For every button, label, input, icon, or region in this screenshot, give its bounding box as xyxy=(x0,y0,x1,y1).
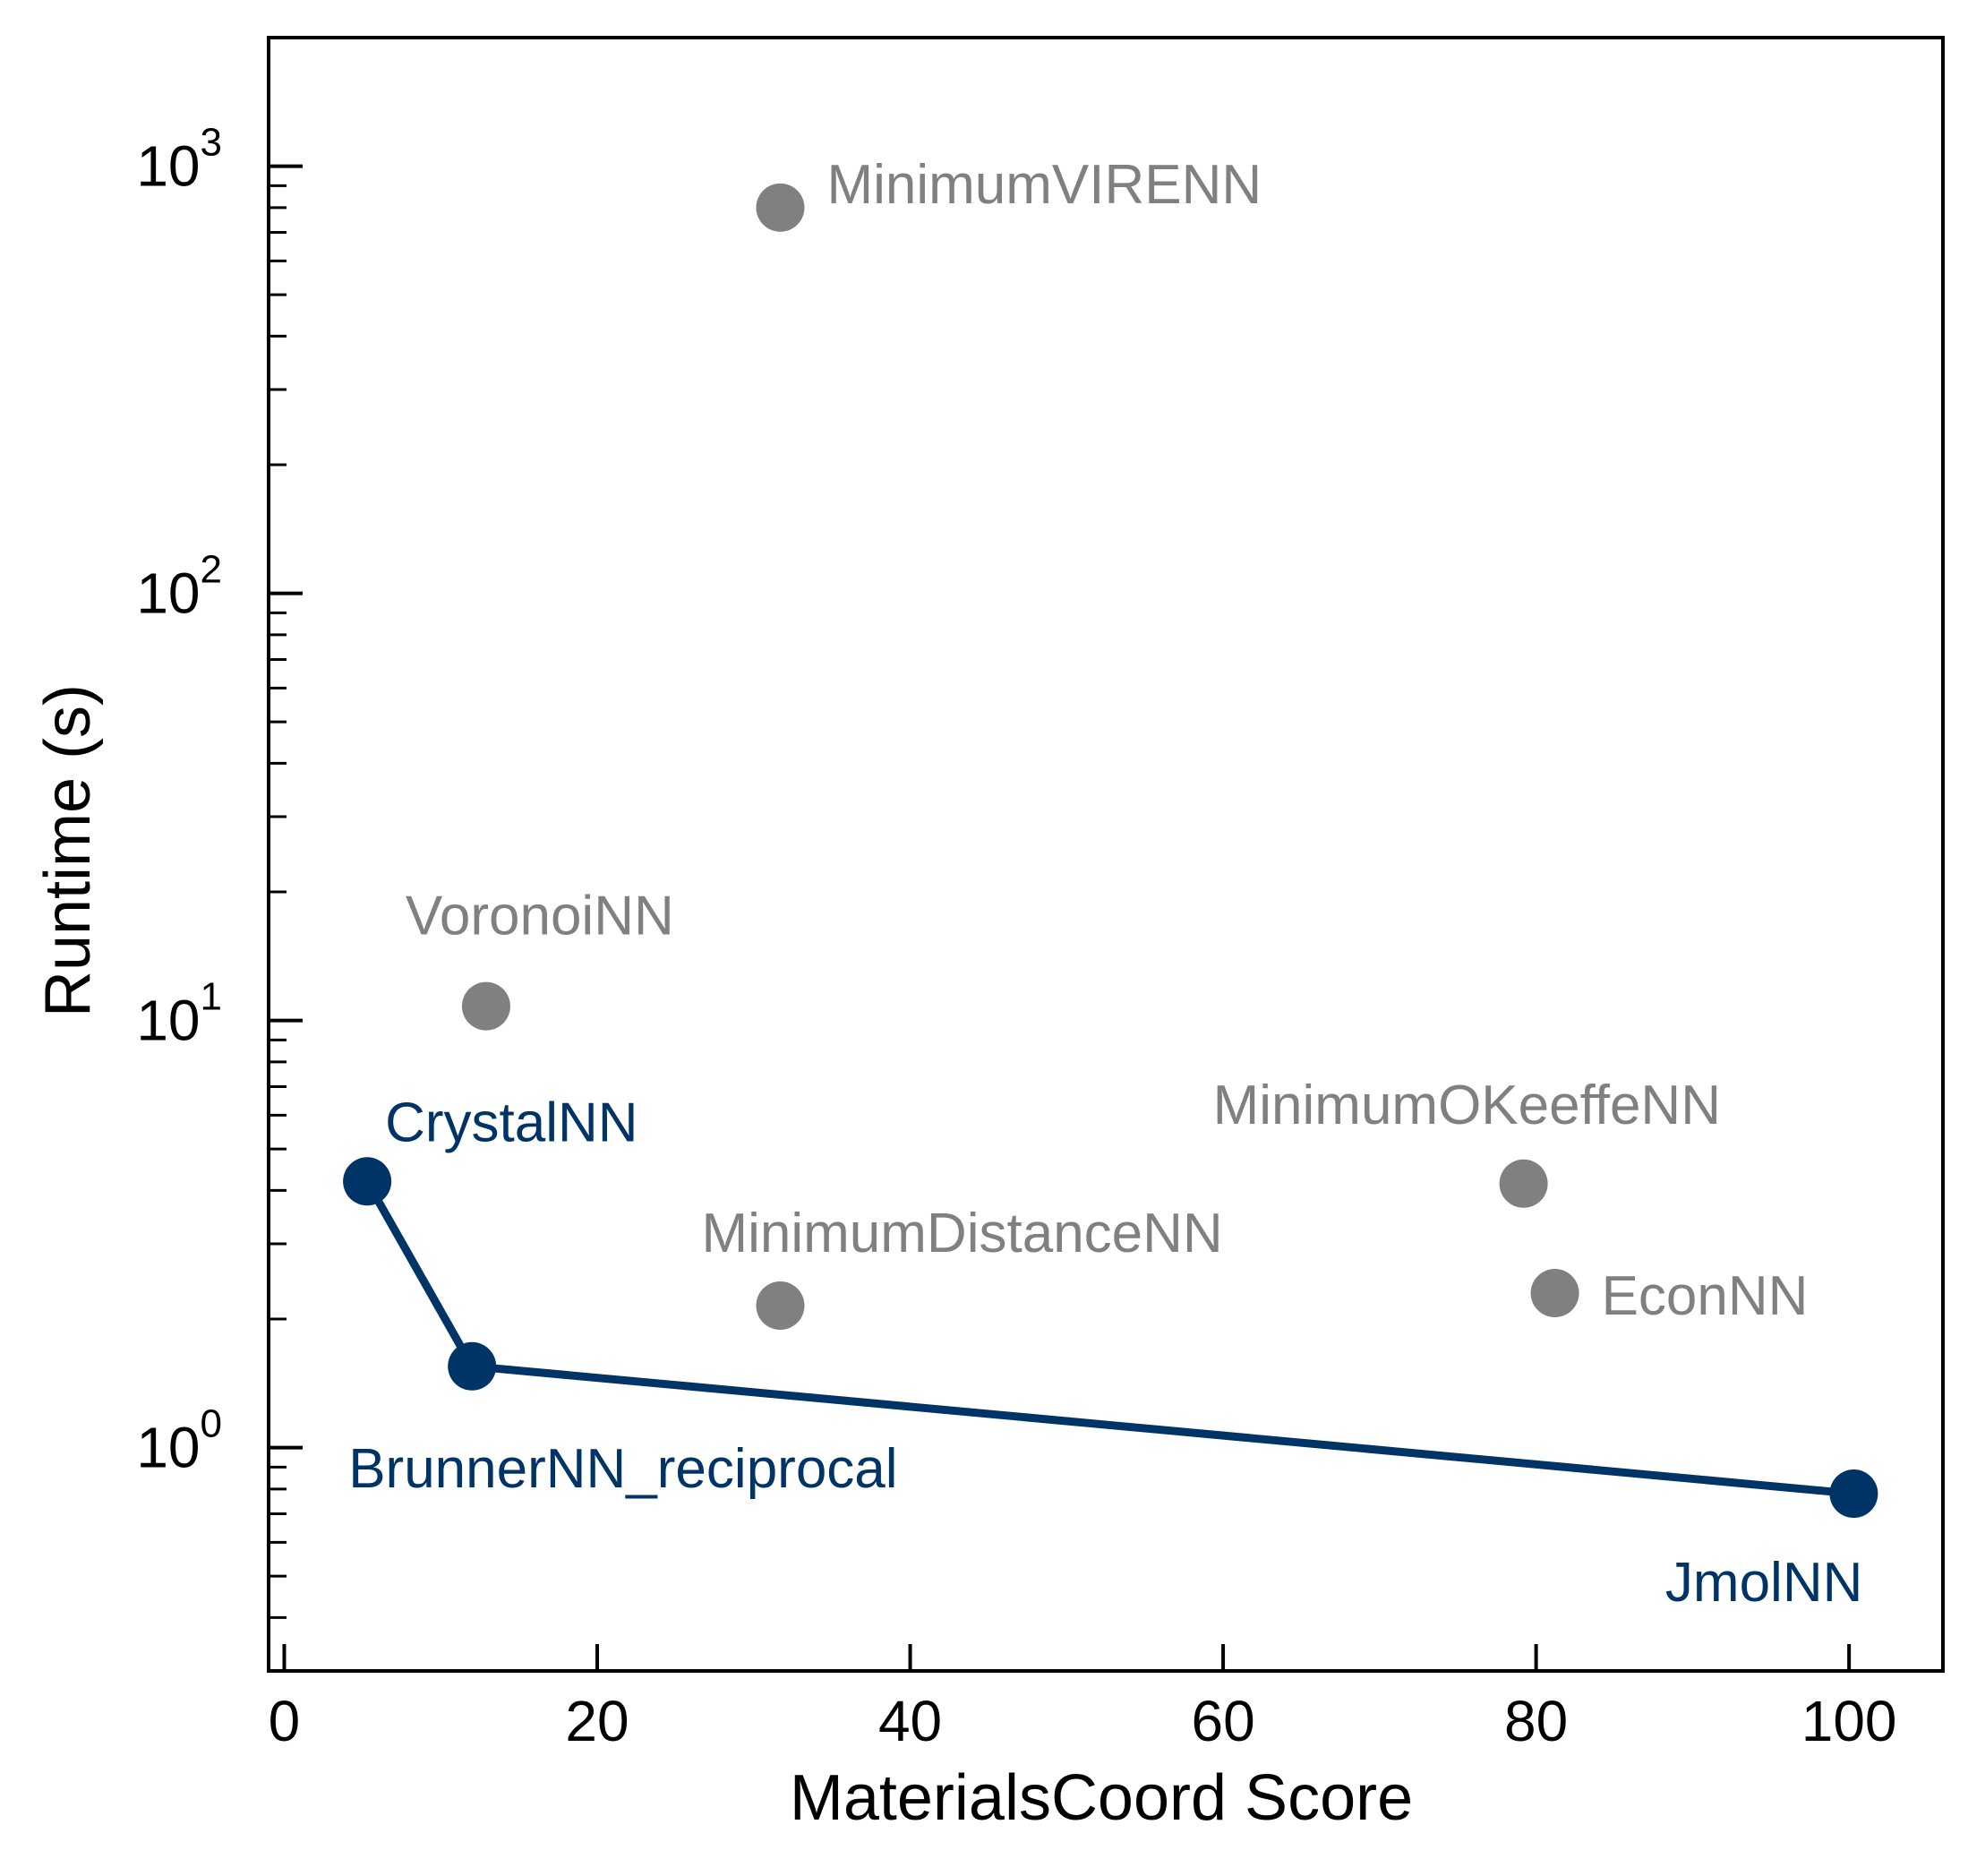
y-tick-label: 103 xyxy=(136,121,222,199)
y-tick-label: 100 xyxy=(136,1402,222,1480)
label-minimumvirenn: MinimumVIRENN xyxy=(826,154,1262,216)
label-crystalnn: CrystalNN xyxy=(385,1092,637,1153)
label-jmolnn: JmolNN xyxy=(1665,1552,1862,1614)
label-minimumdistancenn: MinimumDistanceNN xyxy=(701,1203,1222,1264)
label-econnn: EconNN xyxy=(1602,1265,1809,1327)
point-minimumdistancenn xyxy=(756,1281,805,1331)
data-points xyxy=(343,183,1878,1519)
point-voronoinn xyxy=(461,981,510,1031)
x-tick-label: 20 xyxy=(565,1689,629,1753)
x-axis-label: MaterialsCoord Score xyxy=(790,1762,1413,1834)
point-minimumokeeffenn xyxy=(1499,1159,1548,1208)
x-tick-label: 60 xyxy=(1191,1689,1254,1753)
point-crystalnn xyxy=(343,1157,392,1206)
point-jmolnn xyxy=(1829,1469,1878,1519)
point-brunnernn-reciprocal xyxy=(448,1341,497,1391)
x-tick-label: 100 xyxy=(1801,1689,1897,1753)
label-brunnernn-reciprocal: BrunnerNN_reciprocal xyxy=(348,1438,897,1500)
point-minimumvirenn xyxy=(756,183,805,232)
x-tick-label: 40 xyxy=(878,1689,942,1753)
axis-ticks: 0 20 40 60 80 100 100 101 102 103 xyxy=(136,36,1897,1753)
label-voronoinn: VoronoiNN xyxy=(406,886,674,947)
plot-area xyxy=(267,36,1945,1673)
point-labels: CrystalNN BrunnerNN_reciprocal JmolNN Voron… xyxy=(348,154,1862,1614)
x-tick-label: 80 xyxy=(1504,1689,1568,1753)
plot-frame xyxy=(267,36,1945,1673)
y-tick-label: 102 xyxy=(136,548,222,626)
label-minimumokeeffenn: MinimumOKeeffeNN xyxy=(1213,1075,1721,1136)
point-econnn xyxy=(1530,1269,1579,1318)
y-axis-label: Runtime (s) xyxy=(32,684,104,1017)
x-tick-label: 0 xyxy=(269,1689,301,1753)
y-tick-label: 101 xyxy=(136,975,222,1053)
